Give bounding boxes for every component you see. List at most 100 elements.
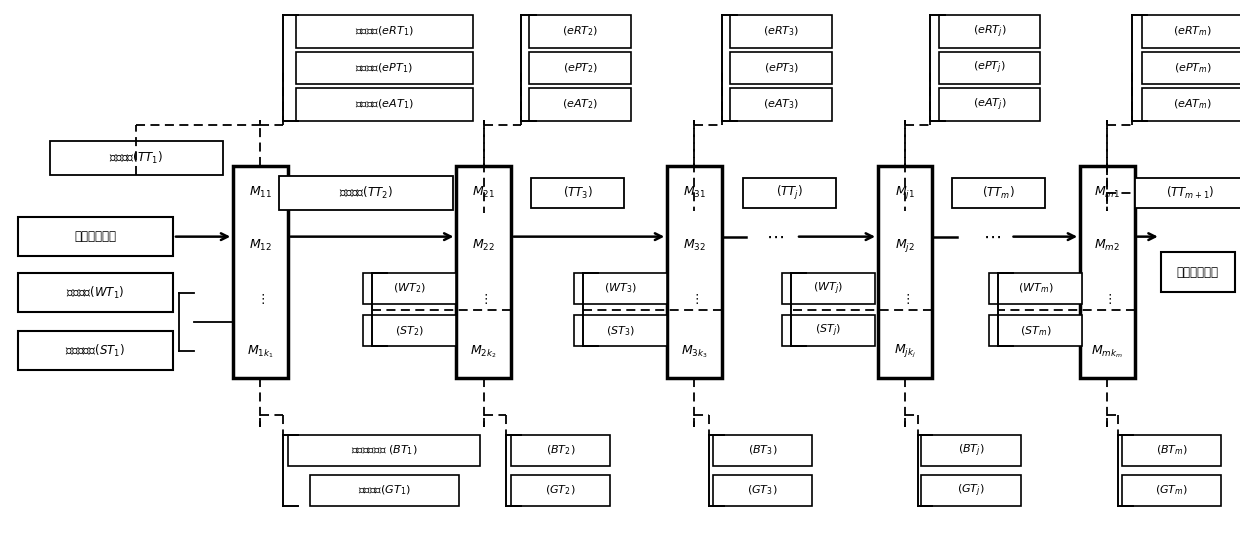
Text: $(ST_3)$: $(ST_3)$: [605, 324, 635, 337]
Text: $(eAT_3)$: $(eAT_3)$: [763, 98, 800, 112]
Text: $(BT_3)$: $(BT_3)$: [748, 444, 777, 457]
Bar: [573, 273, 667, 304]
Bar: [713, 435, 812, 466]
Text: $(TT_3)$: $(TT_3)$: [563, 185, 593, 201]
Text: $(TT_{m+1})$: $(TT_{m+1})$: [1167, 185, 1214, 201]
Text: 间隔时间($GT_1$): 间隔时间($GT_1$): [358, 484, 410, 497]
Bar: [782, 316, 874, 347]
Bar: [1080, 166, 1135, 378]
Text: $M_{32}$: $M_{32}$: [683, 238, 706, 253]
Text: $(ePT_m)$: $(ePT_m)$: [1174, 61, 1211, 75]
Text: $(TT_m)$: $(TT_m)$: [982, 185, 1014, 201]
Text: $M_{11}$: $M_{11}$: [249, 185, 272, 200]
Text: $M_{22}$: $M_{22}$: [472, 238, 495, 253]
Text: $(ePT_2)$: $(ePT_2)$: [563, 61, 598, 75]
Bar: [511, 435, 610, 466]
Text: $\cdots$: $\cdots$: [766, 227, 784, 246]
Bar: [288, 435, 480, 466]
Text: 开关机时间($ST_1$): 开关机时间($ST_1$): [66, 343, 125, 359]
Text: $M_{jk_j}$: $M_{jk_j}$: [894, 343, 916, 360]
Text: 等待平衡时间 ($BT_1$): 等待平衡时间 ($BT_1$): [351, 444, 418, 457]
Bar: [532, 178, 625, 208]
Text: $(ST_m)$: $(ST_m)$: [1019, 324, 1052, 337]
Bar: [990, 273, 1081, 304]
Bar: [713, 475, 812, 506]
Text: $(ST_j)$: $(ST_j)$: [815, 323, 842, 339]
Text: $M_{2k_2}$: $M_{2k_2}$: [470, 343, 497, 360]
Bar: [1161, 252, 1235, 292]
Text: $(GT_3)$: $(GT_3)$: [748, 484, 777, 497]
Text: $(WT_3)$: $(WT_3)$: [604, 282, 636, 295]
Text: $(GT_m)$: $(GT_m)$: [1156, 484, 1188, 497]
Text: $(eRT_j)$: $(eRT_j)$: [972, 23, 1007, 40]
Text: $M_{j1}$: $M_{j1}$: [895, 184, 915, 201]
Text: $M_{1k_1}$: $M_{1k_1}$: [247, 343, 274, 360]
Text: $M_{m2}$: $M_{m2}$: [1095, 238, 1120, 253]
Text: 等待时间($WT_1$): 等待时间($WT_1$): [66, 285, 125, 301]
Text: $\vdots$: $\vdots$: [479, 292, 489, 306]
Text: $(ST_2)$: $(ST_2)$: [394, 324, 424, 337]
Text: $(eAT_j)$: $(eAT_j)$: [972, 96, 1007, 113]
Text: $(eRT_m)$: $(eRT_m)$: [1173, 25, 1213, 39]
Text: $\cdots$: $\cdots$: [999, 264, 1014, 280]
Text: $(TT_j)$: $(TT_j)$: [776, 184, 804, 202]
Bar: [573, 316, 667, 347]
Bar: [296, 15, 472, 48]
Text: $(eAT_2)$: $(eAT_2)$: [562, 98, 599, 112]
Bar: [744, 178, 836, 208]
Bar: [878, 166, 932, 378]
Bar: [730, 15, 832, 48]
Bar: [363, 273, 456, 304]
Text: 原材料存放区: 原材料存放区: [74, 230, 117, 243]
Bar: [1135, 178, 1240, 208]
Bar: [17, 217, 172, 256]
Text: $M_{12}$: $M_{12}$: [249, 238, 272, 253]
Text: $\vdots$: $\vdots$: [1102, 292, 1112, 306]
Text: $(WT_2)$: $(WT_2)$: [393, 282, 425, 295]
Text: $(GT_2)$: $(GT_2)$: [546, 484, 575, 497]
Bar: [990, 316, 1081, 347]
Bar: [456, 166, 511, 378]
Text: $M_{m1}$: $M_{m1}$: [1094, 185, 1121, 200]
Text: $M_{j2}$: $M_{j2}$: [895, 237, 915, 254]
Bar: [529, 88, 631, 121]
Text: $(eAT_m)$: $(eAT_m)$: [1173, 98, 1213, 112]
Bar: [939, 15, 1040, 48]
Text: 准备时间($eRT_1$): 准备时间($eRT_1$): [355, 25, 414, 39]
Text: $\vdots$: $\vdots$: [900, 292, 910, 306]
Bar: [921, 435, 1021, 466]
Bar: [667, 166, 722, 378]
Bar: [1142, 15, 1240, 48]
Text: 加工时间($ePT_1$): 加工时间($ePT_1$): [356, 61, 413, 75]
Bar: [296, 52, 472, 84]
Text: 运输时间($TT_1$): 运输时间($TT_1$): [109, 150, 164, 166]
Text: $(eRT_2)$: $(eRT_2)$: [562, 25, 599, 39]
Text: $(ePT_3)$: $(ePT_3)$: [764, 61, 799, 75]
Bar: [310, 475, 459, 506]
Text: $M_{mk_m}$: $M_{mk_m}$: [1091, 343, 1123, 360]
Text: $M_{31}$: $M_{31}$: [683, 185, 706, 200]
Text: 完成品存放区: 完成品存放区: [1177, 265, 1219, 279]
Bar: [296, 88, 472, 121]
Bar: [952, 178, 1044, 208]
Text: $(eRT_3)$: $(eRT_3)$: [763, 25, 800, 39]
Bar: [1142, 52, 1240, 84]
Bar: [17, 331, 172, 370]
Bar: [233, 166, 288, 378]
Bar: [363, 316, 456, 347]
Bar: [921, 475, 1021, 506]
Bar: [279, 176, 453, 210]
Bar: [730, 88, 832, 121]
Text: $(WT_m)$: $(WT_m)$: [1018, 282, 1053, 295]
Bar: [511, 475, 610, 506]
Text: $\vdots$: $\vdots$: [255, 292, 265, 306]
Bar: [782, 273, 874, 304]
Bar: [529, 52, 631, 84]
Text: $(BT_m)$: $(BT_m)$: [1156, 444, 1188, 457]
Text: $M_{3k_3}$: $M_{3k_3}$: [681, 343, 708, 360]
Text: $(BT_2)$: $(BT_2)$: [546, 444, 575, 457]
Bar: [50, 141, 223, 175]
Bar: [1122, 475, 1221, 506]
Bar: [730, 52, 832, 84]
Bar: [1142, 88, 1240, 121]
